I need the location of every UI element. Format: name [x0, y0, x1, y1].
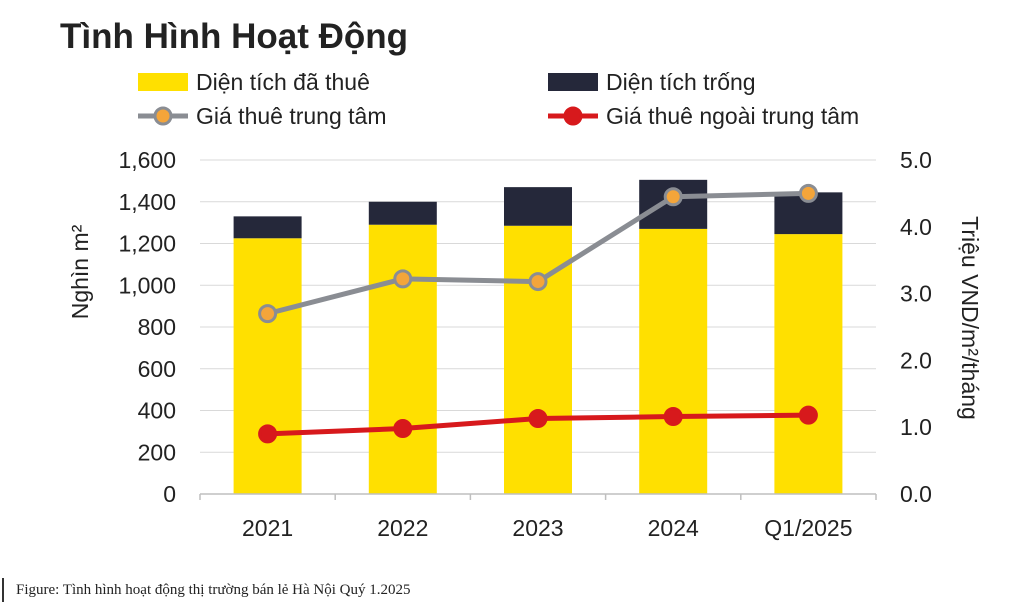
legend: Diện tích đã thuê Diện tích trống Giá thuê… — [138, 69, 859, 129]
bar — [233, 216, 302, 239]
y2-tick-label: 5.0 — [900, 147, 932, 173]
bar — [504, 225, 572, 494]
legend-marker — [153, 106, 173, 126]
figure-caption: Figure: Tình hình hoạt động thị trường b… — [16, 581, 411, 598]
legend-swatch — [548, 73, 598, 91]
y-tick-label: 800 — [138, 314, 176, 340]
y-tick-label: 200 — [138, 439, 176, 465]
legend-marker — [563, 106, 583, 126]
line-point — [798, 405, 818, 425]
y2-tick-label: 1.0 — [900, 414, 932, 440]
x-tick-label: 2023 — [512, 515, 563, 541]
x-tick-label: 2021 — [242, 515, 293, 541]
y-tick-label: 1,000 — [118, 272, 176, 298]
x-tick-label: 2024 — [648, 515, 699, 541]
legend-label: Giá thuê trung tâm — [196, 103, 387, 129]
line-point — [663, 407, 683, 427]
line-point — [528, 409, 548, 429]
y-axis-label: Nghìn m² — [67, 224, 93, 319]
y2-tick-label: 0.0 — [900, 481, 932, 507]
line-point — [393, 419, 413, 439]
caption-divider — [2, 578, 4, 602]
y-tick-label: 1,600 — [118, 147, 176, 173]
axes: 0 200 400 600 800 1,000 1,200 1,400 1,600 0.0 1.0 2… — [118, 147, 932, 541]
bar — [368, 201, 437, 225]
y2-tick-label: 2.0 — [900, 347, 932, 373]
line-point — [528, 272, 548, 292]
bars — [233, 179, 843, 494]
legend-label: Diện tích đã thuê — [196, 69, 370, 95]
x-tick-label: 2022 — [377, 515, 428, 541]
line-point — [663, 187, 683, 207]
caption-container: Figure: Tình hình hoạt động thị trường b… — [0, 576, 411, 604]
legend-swatch — [138, 73, 188, 91]
y-tick-label: 0 — [163, 481, 176, 507]
lines — [258, 183, 818, 444]
bar — [639, 228, 708, 494]
y2-tick-label: 4.0 — [900, 214, 932, 240]
y-tick-label: 600 — [138, 356, 176, 382]
x-tick-label: Q1/2025 — [764, 515, 852, 541]
legend-label: Diện tích trống — [606, 69, 756, 95]
bar — [774, 234, 843, 494]
chart: Tình Hình Hoạt Động Diện tích đã thuê Diệ… — [60, 17, 983, 541]
y2-axis-label: Triệu VND/m²/tháng — [957, 216, 983, 420]
y-tick-label: 1,200 — [118, 231, 176, 257]
line-point — [393, 269, 413, 289]
axis-labels: Nghìn m² Triệu VND/m²/tháng — [67, 216, 983, 420]
y2-tick-label: 3.0 — [900, 281, 932, 307]
bar — [233, 238, 302, 494]
line-point — [258, 424, 278, 444]
line-point — [798, 183, 818, 203]
chart-title: Tình Hình Hoạt Động — [60, 17, 408, 56]
y-tick-label: 1,400 — [118, 189, 176, 215]
legend-label: Giá thuê ngoài trung tâm — [606, 103, 859, 129]
bar — [368, 224, 437, 494]
y-tick-label: 400 — [138, 398, 176, 424]
line-point — [258, 304, 278, 324]
bar — [504, 187, 572, 226]
